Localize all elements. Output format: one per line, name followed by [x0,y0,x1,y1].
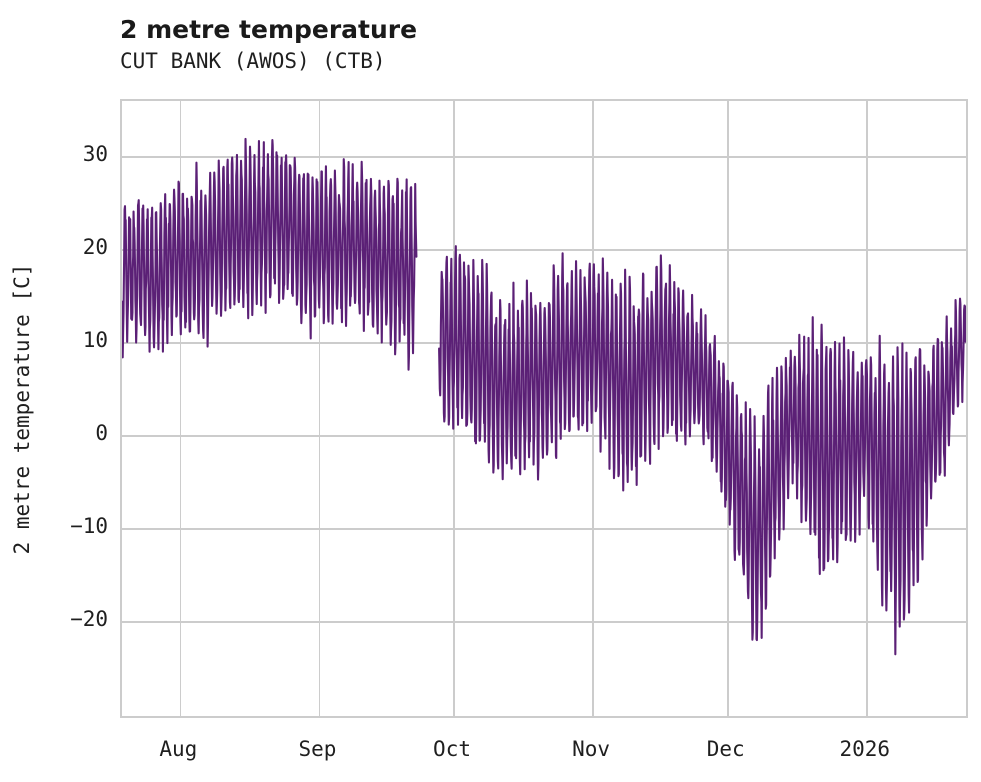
x-axis-tick-label: 2026 [839,737,891,761]
grid-line-horizontal [122,249,966,251]
title-block: 2 metre temperature CUT BANK (AWOS) (CTB… [120,14,820,76]
plot-area [120,99,968,718]
temperature-line [122,137,966,656]
y-axis-tick-label: −20 [70,607,108,632]
x-axis-tick-label: Sep [298,737,337,761]
x-axis-tick-label: Dec [706,737,745,761]
grid-line-vertical [179,101,182,716]
x-axis-tick-label: Oct [433,737,471,761]
y-axis-tick-labels: 30 20 10 0 −10 −20 [44,0,108,782]
grid-line-vertical [318,101,321,716]
grid-line-horizontal [122,528,966,530]
y-axis-label: 2 metre temperature [C] [10,263,34,555]
grid-line-vertical [592,101,594,716]
y-axis-label-wrap: 2 metre temperature [C] [0,99,44,719]
y-axis-tick-label: −10 [70,514,108,539]
y-axis-tick-label: 20 [82,234,108,259]
temperature-series [122,137,966,656]
y-axis-tick-label: 30 [82,141,108,166]
chart-subtitle: CUT BANK (AWOS) (CTB) [120,49,386,73]
y-axis-tick-label: 0 [95,421,108,446]
y-axis-tick-label: 10 [82,328,108,352]
grid-line-horizontal [122,156,966,158]
x-axis-tick-labels: Aug Sep Oct Nov Dec 2026 [0,737,981,773]
page-title: 2 metre temperature [120,15,418,44]
x-axis-tick-label: Nov [572,737,611,761]
x-axis-tick-label: Aug [159,737,198,761]
grid-line-horizontal [122,621,966,624]
